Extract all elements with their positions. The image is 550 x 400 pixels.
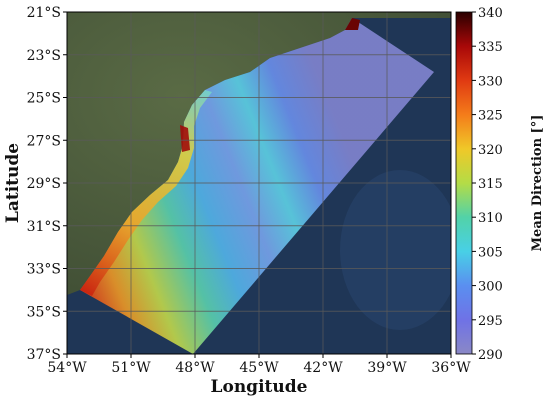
colorbar-title: Mean Direction [°] (530, 115, 545, 252)
lon-tick-label: 45°W (239, 360, 279, 376)
lon-tick-label: 42°W (303, 360, 343, 376)
lat-tick-label: 33°S (27, 262, 61, 278)
x-axis-title: Longitude (211, 377, 308, 397)
colorbar-ticks: 290 295 300 305 310 315 320 325 330 335 340 (472, 6, 503, 363)
longitude-ticks: 54°W 51°W 48°W 45°W 42°W 39°W 36°W (47, 354, 471, 376)
ocean-seamount-shading (340, 170, 451, 330)
lat-tick-label: 29°S (27, 176, 61, 192)
colorbar-tick-label: 300 (478, 280, 503, 295)
colorbar-bar (455, 11, 473, 355)
land-basemap (67, 12, 451, 295)
colorbar-tick-label: 295 (478, 314, 503, 329)
y-axis-title: Latitude (3, 143, 23, 223)
latitude-ticks: 21°S 23°S 25°S 27°S 29°S 31°S 33°S 35°S 37°S (27, 5, 67, 363)
map-area (67, 12, 451, 354)
lon-tick-label: 51°W (111, 360, 151, 376)
lat-tick-label: 27°S (27, 133, 61, 149)
data-swath (80, 18, 434, 354)
colorbar-tick-label: 315 (478, 177, 503, 192)
lat-tick-label: 25°S (27, 91, 61, 107)
coastal-band (80, 90, 212, 296)
coastal-hotspot-north (345, 18, 360, 30)
colorbar-tick-label: 330 (478, 74, 503, 89)
colorbar-tick-label: 340 (478, 6, 503, 21)
coastal-hotspot-cape (180, 125, 190, 152)
colorbar-tick-label: 325 (478, 109, 503, 124)
map-grid (67, 12, 451, 354)
colorbar-tick-label: 320 (478, 143, 503, 158)
lon-tick-label: 39°W (367, 360, 407, 376)
colorbar-tick-label: 290 (478, 348, 503, 363)
colorbar-tick-label: 335 (478, 40, 503, 55)
lat-tick-label: 37°S (27, 347, 61, 363)
lon-tick-label: 54°W (47, 360, 87, 376)
colorbar-tick-label: 310 (478, 211, 503, 226)
lon-tick-label: 36°W (431, 360, 471, 376)
lat-tick-label: 31°S (27, 219, 61, 235)
lat-tick-label: 35°S (27, 304, 61, 320)
lon-tick-label: 48°W (175, 360, 215, 376)
colorbar-tick-label: 305 (478, 245, 503, 260)
lat-tick-label: 23°S (27, 48, 61, 64)
lat-tick-label: 21°S (27, 5, 61, 21)
